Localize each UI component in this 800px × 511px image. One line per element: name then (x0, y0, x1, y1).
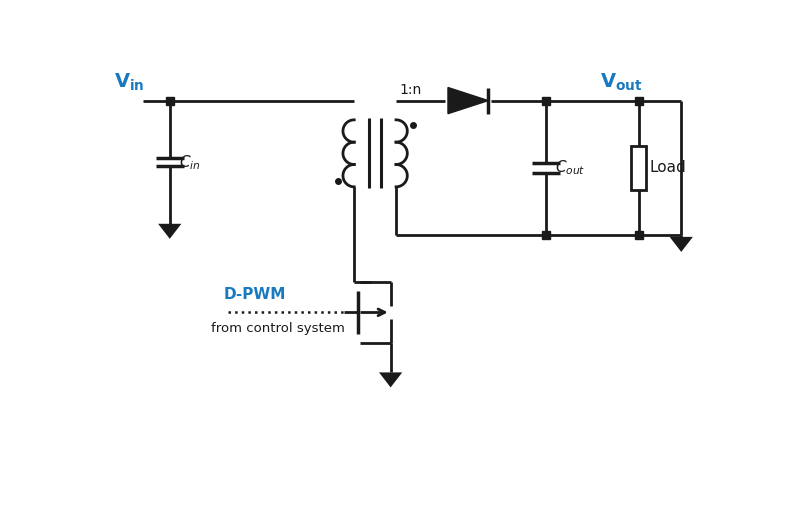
Text: $\mathbf{V_{out}}$: $\mathbf{V_{out}}$ (600, 72, 642, 93)
Text: $C_{out}$: $C_{out}$ (555, 158, 586, 177)
Text: $C_{in}$: $C_{in}$ (179, 153, 201, 172)
Text: $\mathbf{V_{in}}$: $\mathbf{V_{in}}$ (114, 72, 145, 93)
Polygon shape (379, 373, 402, 387)
Text: D-PWM: D-PWM (224, 287, 286, 303)
Text: from control system: from control system (211, 321, 345, 335)
Text: 1:n: 1:n (400, 83, 422, 97)
Bar (631, 147, 646, 190)
Polygon shape (158, 224, 182, 239)
Polygon shape (448, 87, 488, 113)
Polygon shape (670, 237, 693, 252)
Text: Load: Load (650, 160, 686, 175)
